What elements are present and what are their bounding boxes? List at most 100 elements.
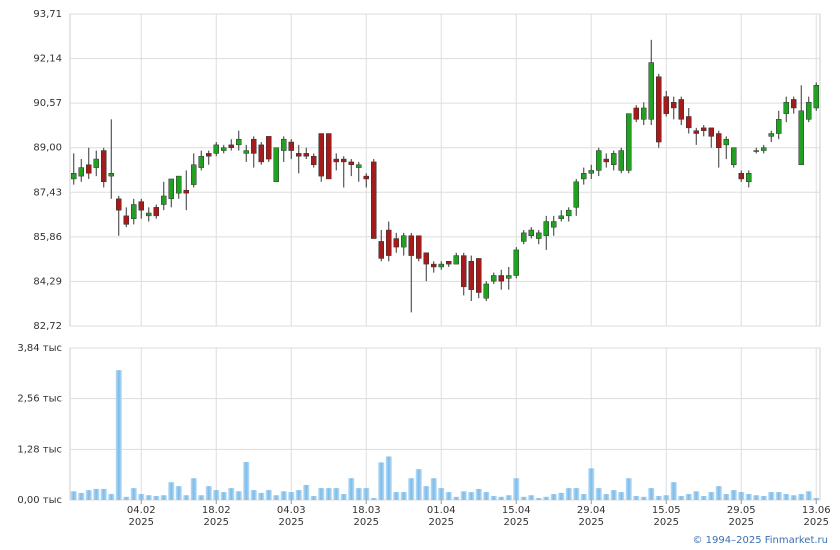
volume-bar <box>775 492 782 500</box>
candle-body <box>806 102 812 120</box>
volume-bar <box>445 492 452 500</box>
candle-body <box>603 158 609 163</box>
candle-body <box>573 181 579 208</box>
volume-bar <box>798 494 805 500</box>
volume-bar <box>618 492 625 500</box>
volume-bar <box>663 495 670 500</box>
candle-body <box>513 249 519 276</box>
candle-body <box>768 133 774 137</box>
candle-body <box>228 144 234 148</box>
volume-bar <box>783 494 790 500</box>
volume-bar <box>303 484 310 500</box>
volume-bar <box>310 496 317 500</box>
candle-body <box>746 173 752 183</box>
candle-body <box>416 235 422 259</box>
volume-bar <box>363 488 370 500</box>
candle-body <box>408 235 414 256</box>
volume-bar <box>205 486 212 500</box>
volume-bar <box>468 492 475 500</box>
candle-body <box>543 221 549 236</box>
candle-body <box>378 241 384 259</box>
candle-body <box>783 102 789 114</box>
volume-bar <box>693 491 700 500</box>
volume-bar <box>400 492 407 500</box>
candle-body <box>356 164 362 168</box>
candle-body <box>738 173 744 180</box>
candle-body <box>686 116 692 129</box>
volume-bar <box>738 492 745 500</box>
candle-body <box>266 136 272 160</box>
candle-body <box>716 133 722 148</box>
volume-bar <box>475 488 482 500</box>
candle-body <box>633 107 639 120</box>
volume-bar <box>528 495 535 500</box>
candle-body <box>116 198 122 211</box>
volume-bar <box>190 478 197 500</box>
candle-body <box>611 153 617 165</box>
x-tick-label: 15.05 2025 <box>651 505 681 528</box>
candle-body <box>146 212 152 217</box>
volume-bar <box>543 496 550 500</box>
volume-bar <box>490 496 497 500</box>
y-tick-label: 89,00 <box>33 143 62 154</box>
candle-body <box>131 204 137 219</box>
candle-body <box>213 144 219 154</box>
candle-body <box>453 255 459 265</box>
volume-bar <box>753 495 760 500</box>
volume-bar <box>370 498 377 500</box>
candle-body <box>101 150 107 183</box>
candle-body <box>813 85 819 109</box>
candle-body <box>626 113 632 171</box>
y-tick-label: 84,29 <box>33 276 62 287</box>
candle-body <box>161 195 167 205</box>
candle-body <box>371 161 377 239</box>
volume-bar <box>430 478 437 500</box>
volume-bar <box>408 478 415 500</box>
volume-bar <box>558 492 565 500</box>
volume-bar <box>115 370 122 500</box>
candle-body <box>191 164 197 185</box>
volume-bar <box>393 492 400 500</box>
x-tick-label: 01.04 2025 <box>426 505 456 528</box>
volume-bar <box>595 488 602 500</box>
candle-body <box>521 232 527 242</box>
candle-body <box>641 107 647 120</box>
volume-bar <box>415 469 422 500</box>
candle-body <box>71 173 77 180</box>
candle-body <box>401 235 407 248</box>
candle-body <box>491 275 497 282</box>
volume-bar <box>520 496 527 500</box>
candle-body <box>648 62 654 120</box>
candle-body <box>663 96 669 114</box>
candle-body <box>183 190 189 194</box>
volume-bar <box>768 492 775 500</box>
volume-bar <box>348 478 355 500</box>
candle-body <box>483 283 489 299</box>
volume-bar <box>183 495 190 500</box>
candle-body <box>596 150 602 171</box>
candle-body <box>386 229 392 256</box>
volume-bar <box>633 496 640 500</box>
candle-body <box>138 201 144 211</box>
candle-body <box>333 158 339 163</box>
candle-body <box>393 238 399 248</box>
candle-body <box>363 175 369 180</box>
candle-body <box>798 110 804 165</box>
candle-body <box>431 263 437 268</box>
volume-bar <box>535 498 542 500</box>
candle-body <box>708 127 714 137</box>
credit[interactable]: © 1994–2025 Finmarket.ru <box>692 535 828 546</box>
candle-body <box>153 207 159 217</box>
candle-body <box>731 147 737 165</box>
y-tick-label: 92,14 <box>33 54 62 65</box>
candle-body <box>468 261 474 290</box>
volume-bar <box>678 496 685 500</box>
volume-bar <box>198 495 205 500</box>
volume-bar <box>505 495 512 500</box>
candle-body <box>243 150 249 154</box>
x-tick-label: 13.06 2025 <box>801 505 831 528</box>
volume-bar <box>228 488 235 500</box>
y-tick-label: 90,57 <box>33 98 62 109</box>
candle-body <box>168 178 174 200</box>
volume-bar <box>213 490 220 500</box>
